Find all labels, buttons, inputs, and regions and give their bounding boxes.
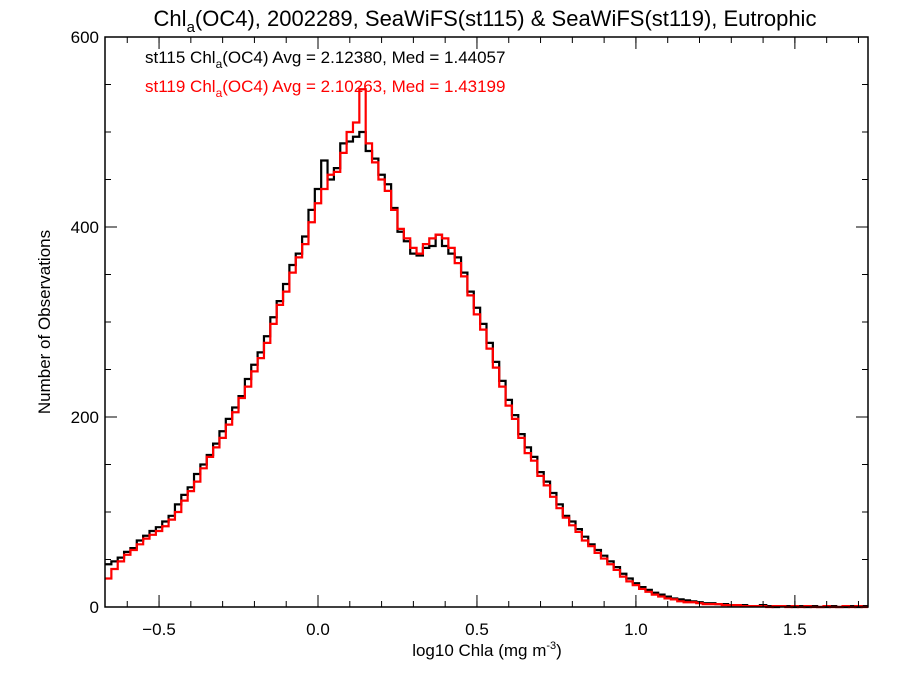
series-st115-steps [105,130,868,609]
y-tick-label: 600 [71,28,99,47]
legend-entry-st115: st115 Chla(OC4) Avg = 2.12380, Med = 1.4… [145,48,505,71]
x-tick-label: −0.5 [142,620,176,639]
series-st119-steps [105,88,868,609]
x-tick-label: 0.0 [306,620,330,639]
plot-frame [104,36,869,608]
y-axis-label: Number of Observations [35,230,54,414]
legend-entry-st119: st119 Chla(OC4) Avg = 2.10263, Med = 1.4… [145,77,505,100]
chart-title: Chla(OC4), 2002289, SeaWiFS(st115) & Sea… [154,6,817,36]
x-tick-label: 0.5 [465,620,489,639]
x-tick-label: 1.0 [624,620,648,639]
y-tick-label: 0 [90,598,99,617]
y-tick-label: 200 [71,408,99,427]
y-tick-label: 400 [71,218,99,237]
x-axis-label: log10 Chla (mg m-3) [412,640,562,660]
x-tick-label: 1.5 [783,620,807,639]
